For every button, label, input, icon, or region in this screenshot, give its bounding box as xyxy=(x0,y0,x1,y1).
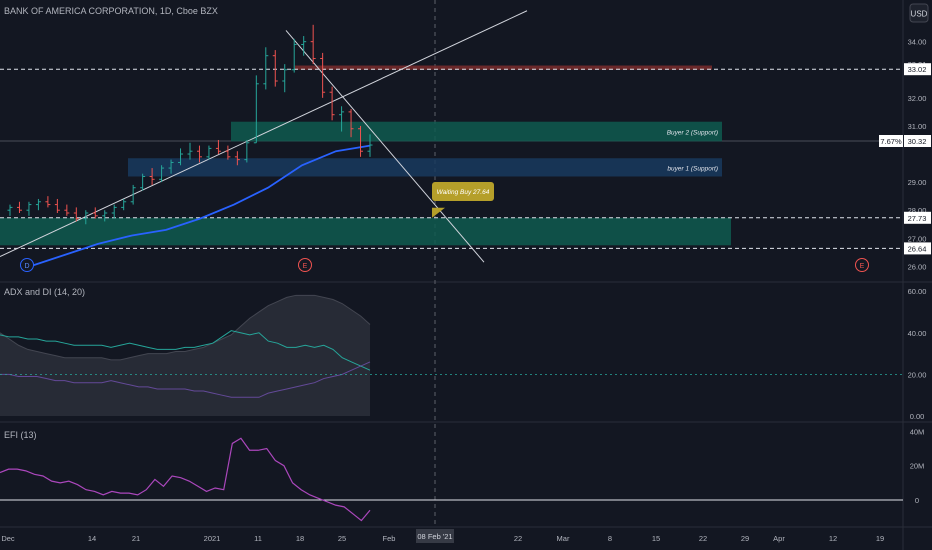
last-price-tag xyxy=(904,135,931,147)
zone-layer: Buyer 2 (Support) buyer 1 (Support) xyxy=(0,65,731,246)
zone-0 xyxy=(295,65,712,70)
crosshair-date-label: 08 Feb '21 xyxy=(417,532,452,541)
time-tick-label: 19 xyxy=(876,534,884,543)
currency-button[interactable]: USD xyxy=(909,3,929,23)
price-tick-label: 27.00 xyxy=(908,234,927,243)
trendline-down xyxy=(285,30,485,263)
time-tick-label: 29 xyxy=(741,534,749,543)
last-change-tag xyxy=(879,135,903,147)
indicator-panes xyxy=(0,294,903,522)
adx-area xyxy=(0,295,370,416)
adx-line xyxy=(0,294,371,361)
time-tick-label: Feb xyxy=(383,534,396,543)
event-marker xyxy=(20,258,34,272)
axes: 34.0033.2133.0232.0031.0029.0028.0027.73… xyxy=(1,38,931,543)
adx-tick-label: 60.00 xyxy=(908,287,927,296)
di-plus-line xyxy=(0,330,371,371)
price-tick-label: 28.00 xyxy=(908,206,927,215)
di-minus-line xyxy=(0,361,371,398)
efi-tick-label: 20M xyxy=(910,462,925,471)
time-tick-label: 2021 xyxy=(204,534,221,543)
time-tick-label: 18 xyxy=(296,534,304,543)
zone-label: buyer 1 (Support) xyxy=(667,165,718,172)
efi-tick-label: 0 xyxy=(915,496,919,505)
price-tick-label: 29.00 xyxy=(908,178,927,187)
level-price-label: 33.02 xyxy=(908,65,927,74)
time-tick-label: 11 xyxy=(254,534,262,543)
drawing-layer xyxy=(0,10,903,268)
time-tick-label: 12 xyxy=(829,534,837,543)
time-tick-label: 22 xyxy=(699,534,707,543)
time-tick-label: 8 xyxy=(608,534,612,543)
level-price-label: 26.64 xyxy=(908,244,927,253)
zone-1 xyxy=(231,121,722,142)
event-marker xyxy=(855,258,869,272)
time-tick-label: Apr xyxy=(773,534,785,543)
adx-tick-label: 0.00 xyxy=(910,412,925,421)
price-tick-label: 34.00 xyxy=(908,38,927,47)
moving-average-line xyxy=(29,144,371,268)
efi-label: EFI (13) xyxy=(4,430,37,440)
price-tick-label: 31.00 xyxy=(908,122,927,131)
time-tick-label: Dec xyxy=(1,534,15,543)
zone-label: Buyer 2 (Support) xyxy=(667,130,718,137)
zone-3 xyxy=(0,217,731,246)
event-marker-label: D xyxy=(24,263,29,270)
label-layer: Waiting Buy 27.64 D E E xyxy=(20,182,869,272)
callout-text: Waiting Buy 27.64 xyxy=(437,189,490,196)
level-price-tag xyxy=(904,63,931,76)
callout-box xyxy=(432,182,494,201)
price-tick-label: 26.00 xyxy=(908,262,927,271)
candle-layer xyxy=(7,24,373,225)
level-price-tag xyxy=(904,211,931,224)
chart-title: BANK OF AMERICA CORPORATION, 1D, Cboe BZ… xyxy=(4,6,218,16)
trendline-up xyxy=(0,10,528,258)
callout-pointer xyxy=(432,207,445,218)
time-tick-label: 15 xyxy=(652,534,660,543)
crosshair-date-tag xyxy=(416,529,454,543)
level-price-tag xyxy=(904,242,931,255)
event-marker xyxy=(298,258,312,272)
adx-label: ADX and DI (14, 20) xyxy=(4,287,85,297)
adx-tick-label: 40.00 xyxy=(908,329,927,338)
zone-2 xyxy=(128,158,722,177)
time-tick-label: Mar xyxy=(557,534,570,543)
last-price-label: 30.32 xyxy=(908,137,927,146)
currency-label: USD xyxy=(911,10,928,19)
time-tick-label: 25 xyxy=(338,534,346,543)
efi-line xyxy=(0,437,371,522)
efi-tick-label: 40M xyxy=(910,427,925,436)
time-tick-label: 22 xyxy=(514,534,522,543)
level-price-label: 27.73 xyxy=(908,214,927,223)
price-tick-label: 32.00 xyxy=(908,94,927,103)
time-tick-label: 21 xyxy=(132,534,140,543)
adx-tick-label: 20.00 xyxy=(908,370,927,379)
time-tick-label: 14 xyxy=(88,534,96,543)
event-marker-label: E xyxy=(303,263,308,270)
event-marker-label: E xyxy=(860,263,865,270)
last-change-label: 7.67% xyxy=(880,137,902,146)
